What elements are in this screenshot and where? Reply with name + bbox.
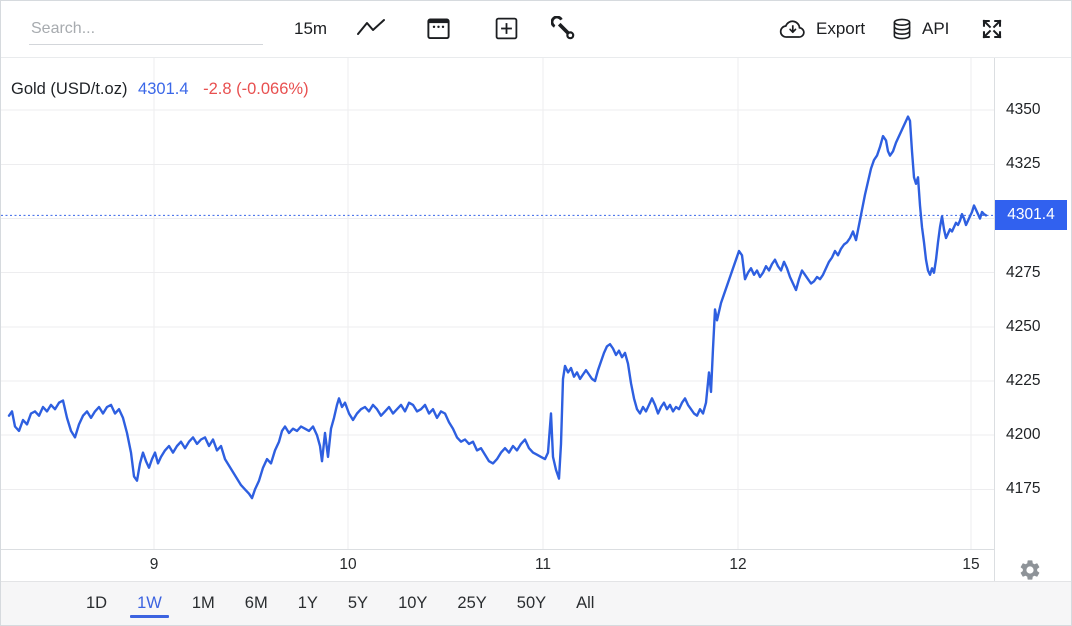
api-button[interactable]: API (890, 1, 949, 56)
search-input[interactable] (29, 14, 263, 45)
y-axis-label: 4275 (1006, 263, 1041, 281)
instrument-name: Gold (USD/t.oz) (11, 80, 128, 98)
timeframe-25y[interactable]: 25Y (442, 582, 501, 625)
y-axis-label: 4250 (1006, 317, 1041, 335)
timeframe-6m[interactable]: 6M (230, 582, 283, 625)
x-axis-label: 11 (534, 556, 552, 573)
y-axis-label: 4225 (1006, 372, 1041, 390)
y-axis-label: 4200 (1006, 426, 1041, 444)
y-axis-label: 4325 (1006, 155, 1041, 173)
timeframe-bar: 1D 1W 1M 6M 1Y 5Y 10Y 25Y 50Y All (1, 581, 1071, 625)
x-axis-label: 9 (149, 556, 159, 573)
price-change: -2.8 (-0.066%) (203, 80, 309, 98)
last-price: 4301.4 (138, 80, 189, 98)
database-icon (890, 16, 914, 42)
wrench-icon (551, 15, 577, 42)
grid-lines (1, 57, 994, 549)
timeframe-1m[interactable]: 1M (177, 582, 230, 625)
interval-selector[interactable]: 15m (294, 1, 327, 56)
timeframe-10y[interactable]: 10Y (383, 582, 442, 625)
expand-arrows-icon (978, 16, 1006, 42)
x-axis-label: 10 (339, 556, 357, 573)
y-axis-label: 4175 (1006, 480, 1041, 498)
y-axis-label: 4350 (1006, 101, 1041, 119)
api-label: API (922, 18, 950, 38)
timeframe-all[interactable]: All (561, 582, 609, 625)
x-axis-label: 15 (962, 556, 980, 573)
timeframe-50y[interactable]: 50Y (502, 582, 561, 625)
toolbar: 15m (1, 1, 1071, 58)
cloud-download-icon (778, 17, 808, 41)
current-price-badge: 4301.4 (995, 200, 1067, 231)
tools-button[interactable] (551, 1, 577, 56)
chart-legend: Gold (USD/t.oz) 4301.4 -2.8 (-0.066%) (11, 80, 309, 99)
timeframe-5y[interactable]: 5Y (333, 582, 383, 625)
calendar-button[interactable] (425, 1, 452, 56)
timeframe-1d[interactable]: 1D (71, 582, 122, 625)
x-axis: 9 10 11 12 15 (1, 549, 994, 582)
export-button[interactable]: Export (778, 1, 865, 56)
timeframe-1w[interactable]: 1W (122, 582, 177, 625)
price-chart[interactable] (1, 57, 994, 549)
price-series-line (7, 115, 988, 500)
axis-settings-button[interactable] (1017, 558, 1043, 584)
x-axis-label: 12 (729, 556, 747, 573)
calendar-icon (425, 15, 452, 42)
y-axis: 4301.4 4350 4325 4275 4250 4225 4200 4175 (994, 57, 1071, 584)
line-chart-icon (355, 17, 387, 41)
add-button[interactable] (493, 1, 520, 56)
plus-square-icon (493, 15, 520, 42)
interval-label: 15m (294, 18, 328, 38)
timeframe-1y[interactable]: 1Y (283, 582, 333, 625)
chart-type-button[interactable] (355, 1, 387, 56)
gear-icon (1018, 560, 1042, 585)
fullscreen-button[interactable] (978, 1, 1006, 56)
export-label: Export (816, 18, 866, 38)
